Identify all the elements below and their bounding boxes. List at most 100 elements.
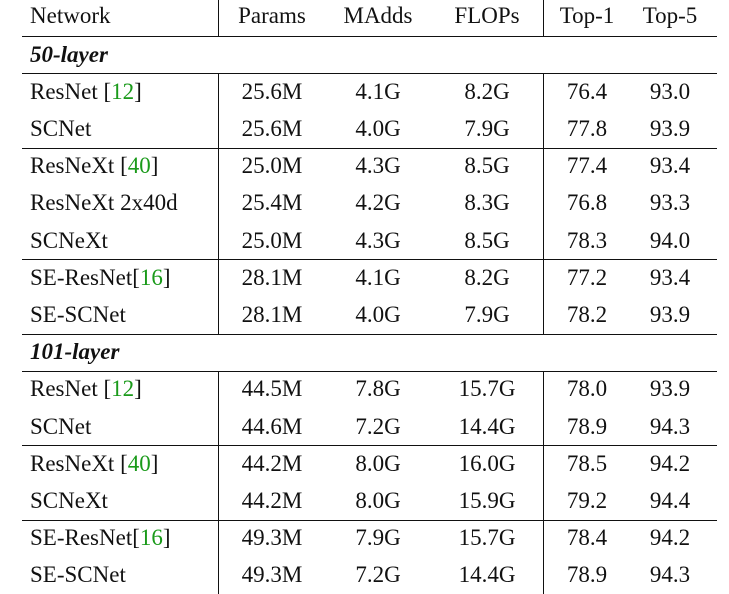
h-rule [22,519,717,521]
metric-cell: 77.4 [566,153,608,179]
metric-cell: 28.1M [241,264,303,290]
metric-cell: 4.0G [355,116,401,141]
metric-cell: 78.9 [566,562,608,588]
metric-cell: 15.7G [458,376,516,402]
h-rule [22,333,717,335]
v-rule [543,0,545,36]
metric-cell: 77.2 [566,264,608,290]
metric-cell: 7.9G [464,116,510,141]
metric-cell: 76.4 [566,78,608,104]
metric-cell: 25.0M [241,153,303,179]
metric-cell: 8.2G [464,78,510,104]
column-header: Top-5 [642,3,698,28]
metric-cell: 15.7G [458,525,516,551]
network-name: ResNeXt [40] [30,450,159,476]
column-header: Params [238,3,306,28]
metric-cell: 25.6M [241,116,303,141]
metric-cell: 8.0G [355,488,401,513]
metric-cell: 93.4 [649,153,691,179]
metric-cell: 93.3 [649,190,691,216]
metric-cell: 44.6M [241,413,303,439]
metric-cell: 93.9 [649,116,691,141]
metric-cell: 8.5G [464,227,510,253]
metric-cell: 16.0G [458,450,516,476]
metric-cell: 8.5G [464,153,510,179]
metric-cell: 94.3 [649,562,691,588]
metric-cell: 77.8 [566,116,608,141]
metric-cell: 4.1G [355,78,401,104]
v-rule [218,370,220,594]
metric-cell: 25.0M [241,227,303,253]
column-header: Top-1 [559,3,615,28]
metric-cell: 93.4 [649,264,691,290]
network-name: ResNet [12] [30,376,142,402]
metric-cell: 15.9G [458,488,516,513]
metric-cell: 94.4 [649,488,691,513]
network-name: SCNet [30,413,92,439]
column-header: Network [30,3,111,28]
column-header: FLOPs [454,3,520,28]
network-name: ResNeXt [40] [30,153,159,179]
metric-cell: 4.2G [355,190,401,216]
metric-cell: 8.2G [464,264,510,290]
h-rule [22,445,717,447]
metric-cell: 94.0 [649,227,691,253]
v-rule [543,370,545,594]
network-name: ResNeXt 2x40d [30,190,178,216]
metric-cell: 93.9 [649,302,691,327]
metric-cell: 78.5 [566,450,608,476]
metric-cell: 76.8 [566,190,608,216]
h-rule [22,259,717,261]
metric-cell: 14.4G [458,413,516,439]
h-rule [22,36,717,38]
metric-cell: 49.3M [241,525,303,551]
metric-cell: 44.5M [241,376,303,402]
metric-cell: 4.3G [355,227,401,253]
metric-cell: 78.9 [566,413,608,439]
metric-cell: 94.3 [649,413,691,439]
metric-cell: 78.2 [566,302,608,327]
metric-cell: 44.2M [241,450,303,476]
metric-cell: 44.2M [241,488,303,513]
metric-cell: 93.9 [649,376,691,402]
v-rule [218,73,220,334]
network-name: ResNet [12] [30,78,142,104]
network-name: SE-SCNet [30,562,126,588]
metric-cell: 25.4M [241,190,303,216]
column-header: MAdds [343,3,413,28]
v-rule [218,0,220,36]
network-name: SCNeXt [30,227,108,253]
metric-cell: 4.1G [355,264,401,290]
metric-cell: 8.0G [355,450,401,476]
metric-cell: 7.2G [355,413,401,439]
network-name: SE-SCNet [30,302,126,327]
network-name: SE-ResNet[16] [30,264,171,290]
metric-cell: 14.4G [458,562,516,588]
metric-cell: 7.8G [355,376,401,402]
metric-cell: 78.4 [566,525,608,551]
v-rule [543,73,545,334]
metric-cell: 4.0G [355,302,401,327]
metric-cell: 28.1M [241,302,303,327]
network-name: SCNeXt [30,488,108,513]
metric-cell: 78.3 [566,227,608,253]
metric-cell: 25.6M [241,78,303,104]
section-title: 50-layer [30,41,108,67]
metric-cell: 7.9G [464,302,510,327]
metric-cell: 78.0 [566,376,608,402]
metric-cell: 4.3G [355,153,401,179]
h-rule [22,147,717,149]
h-rule [22,370,717,373]
metric-cell: 49.3M [241,562,303,588]
metric-cell: 79.2 [566,488,608,513]
network-name: SE-ResNet[16] [30,525,171,551]
metric-cell: 94.2 [649,525,691,551]
metric-cell: 7.2G [355,562,401,588]
metric-cell: 94.2 [649,450,691,476]
metric-cell: 7.9G [355,525,401,551]
metric-cell: 93.0 [649,78,691,104]
section-title: 101-layer [30,339,120,365]
metric-cell: 8.3G [464,190,510,216]
h-rule [22,73,717,75]
